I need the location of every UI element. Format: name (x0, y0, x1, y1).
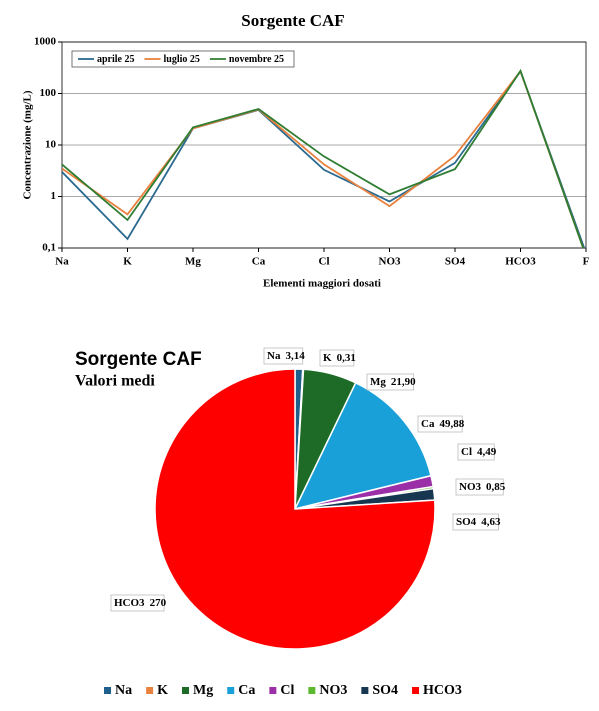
legend-label: aprile 25 (97, 54, 135, 65)
x-tick-label: Na (55, 256, 69, 268)
legend-swatch (269, 687, 277, 694)
legend-label: K (157, 683, 168, 698)
pie-slice (293, 381, 432, 511)
legend-swatch (412, 687, 420, 694)
y-tick-label: 1 (51, 190, 57, 202)
legend-label: luglio 25 (164, 54, 200, 65)
data-label-category: Na (267, 350, 281, 362)
legend-label: HCO3 (423, 683, 462, 698)
legend: aprile 25 luglio 25 novembre 25 (71, 50, 295, 68)
pie-slice (154, 368, 436, 650)
data-label-value: 0,85 (486, 481, 506, 493)
legend-swatch (227, 687, 235, 694)
data-label-value: 4,49 (477, 446, 497, 458)
data-label: Ca 49,88 (421, 418, 465, 430)
x-tick-label: F (583, 256, 590, 268)
x-tick-label: K (123, 256, 132, 268)
y-tick-label: 1000 (34, 36, 57, 48)
pie-subtitle: Valori medi (75, 373, 155, 390)
data-label-category: HCO3 (114, 597, 145, 609)
data-label-value: 49,88 (439, 418, 464, 430)
data-label-category: Mg (370, 376, 386, 388)
data-label-box (455, 478, 504, 496)
data-label-box (110, 594, 165, 612)
data-label-box (417, 415, 463, 433)
y-axis-label: Concentrazione (mg/L) (22, 90, 34, 199)
legend-label: Mg (193, 683, 213, 698)
data-label-value: 21,90 (391, 376, 416, 388)
data-label-box (457, 443, 495, 461)
pie-title: Sorgente CAF (75, 349, 202, 370)
data-label-value: 4,63 (481, 516, 501, 528)
y-tick-label: 100 (40, 87, 57, 99)
y-tick-label: 0,1 (42, 242, 56, 254)
x-tick-label: NO3 (379, 256, 402, 268)
data-label-box (263, 347, 304, 365)
series-line (62, 69, 586, 248)
legend-label: novembre 25 (229, 54, 284, 65)
data-label: HCO3 270 (114, 597, 167, 609)
legend-box (71, 50, 295, 68)
data-label: K 0,31 (323, 352, 356, 364)
data-label-value: 0,31 (337, 352, 356, 364)
data-label-box (452, 513, 499, 531)
data-label: SO4 4,63 (456, 516, 501, 528)
data-label-category: Ca (421, 418, 435, 430)
x-tick-label: HCO3 (505, 256, 536, 268)
legend-swatch (361, 687, 369, 694)
y-tick-label: 10 (45, 139, 57, 151)
data-label-value: 270 (150, 597, 167, 609)
x-axis-label: Elementi maggiori dosati (263, 278, 381, 290)
line-title: Sorgente CAF (241, 11, 344, 30)
data-label: NO3 0,85 (459, 481, 506, 493)
data-label-box (366, 373, 415, 391)
legend-swatch (104, 687, 111, 694)
data-label-category: Cl (461, 446, 472, 458)
legend-swatch (182, 687, 190, 694)
legend-label: Ca (238, 683, 255, 698)
lines (62, 68, 586, 248)
legend-label: NO3 (319, 683, 347, 698)
legend-swatch (146, 687, 154, 694)
x-tick-label: Cl (319, 256, 330, 268)
data-label-value: 3,14 (285, 350, 305, 362)
x-tick-label: Mg (185, 256, 201, 268)
x-tick-label: SO4 (445, 256, 466, 268)
series-line (62, 69, 585, 248)
x-tick-label: Ca (252, 256, 266, 268)
legend-swatch (308, 687, 316, 694)
data-label: Mg 21,90 (370, 376, 416, 388)
series-line (62, 68, 585, 248)
data-label-category: SO4 (456, 516, 477, 528)
data-label: Cl 4,49 (461, 446, 497, 458)
data-label-category: NO3 (459, 481, 482, 493)
data-label-category: K (323, 352, 332, 364)
legend-label: Cl (280, 683, 294, 698)
legend-label: Na (115, 683, 132, 698)
data-label-box (319, 349, 355, 367)
data-label: Na 3,14 (267, 350, 305, 362)
legend-label: SO4 (372, 683, 398, 698)
